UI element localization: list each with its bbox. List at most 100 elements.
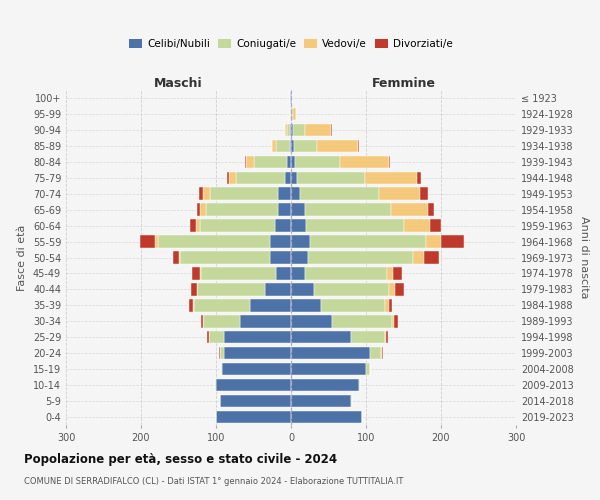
Bar xyxy=(272,140,276,152)
Bar xyxy=(291,204,305,216)
Bar xyxy=(293,108,296,120)
Bar xyxy=(179,252,180,264)
Bar xyxy=(426,236,441,248)
Bar xyxy=(245,156,246,168)
Bar xyxy=(193,299,250,312)
Bar xyxy=(291,363,366,376)
Bar xyxy=(290,108,291,120)
Bar xyxy=(216,411,291,423)
Bar xyxy=(291,92,292,104)
Bar xyxy=(275,220,291,232)
Bar xyxy=(229,172,236,184)
Bar xyxy=(382,347,383,360)
Bar xyxy=(197,204,200,216)
Bar xyxy=(293,124,305,136)
Bar xyxy=(392,315,394,328)
Bar xyxy=(381,347,382,360)
Bar xyxy=(227,172,229,184)
Legend: Celibi/Nubili, Coniugati/e, Vedovi/e, Divorziati/e: Celibi/Nubili, Coniugati/e, Vedovi/e, Di… xyxy=(125,35,457,54)
Bar xyxy=(271,140,272,152)
Bar xyxy=(420,188,427,200)
Bar xyxy=(291,395,351,407)
Bar xyxy=(290,140,291,152)
Bar xyxy=(305,204,391,216)
Bar xyxy=(220,395,291,407)
Bar xyxy=(291,331,351,344)
Bar xyxy=(199,188,203,200)
Bar xyxy=(254,156,287,168)
Bar xyxy=(277,188,291,200)
Bar xyxy=(201,315,203,328)
Bar xyxy=(385,331,386,344)
Bar xyxy=(140,236,155,248)
Bar xyxy=(223,347,291,360)
Bar xyxy=(236,172,285,184)
Bar xyxy=(365,172,417,184)
Bar xyxy=(276,267,291,280)
Bar xyxy=(314,283,389,296)
Bar xyxy=(290,124,291,136)
Bar xyxy=(379,188,420,200)
Bar xyxy=(199,267,201,280)
Bar xyxy=(391,204,428,216)
Bar xyxy=(189,299,193,312)
Bar xyxy=(389,283,395,296)
Y-axis label: Fasce di età: Fasce di età xyxy=(17,224,27,290)
Bar xyxy=(287,156,291,168)
Bar xyxy=(297,172,365,184)
Bar xyxy=(291,140,294,152)
Bar xyxy=(300,188,379,200)
Bar xyxy=(430,220,441,232)
Bar xyxy=(291,124,293,136)
Bar xyxy=(321,299,385,312)
Bar xyxy=(196,220,199,232)
Text: Femmine: Femmine xyxy=(371,77,436,90)
Bar xyxy=(222,363,291,376)
Bar xyxy=(216,379,291,392)
Bar xyxy=(155,236,157,248)
Bar xyxy=(389,299,392,312)
Bar xyxy=(358,140,359,152)
Bar xyxy=(203,188,210,200)
Bar xyxy=(310,236,426,248)
Bar xyxy=(270,236,291,248)
Text: Popolazione per età, sesso e stato civile - 2024: Popolazione per età, sesso e stato civil… xyxy=(24,452,337,466)
Bar xyxy=(190,220,196,232)
Bar xyxy=(250,299,291,312)
Bar xyxy=(210,188,277,200)
Bar xyxy=(285,124,287,136)
Bar xyxy=(180,252,270,264)
Bar xyxy=(200,204,206,216)
Bar xyxy=(197,283,265,296)
Bar xyxy=(291,220,306,232)
Bar xyxy=(351,331,385,344)
Bar xyxy=(291,267,305,280)
Bar xyxy=(291,172,297,184)
Bar xyxy=(389,156,390,168)
Bar xyxy=(201,267,276,280)
Bar xyxy=(366,363,370,376)
Bar xyxy=(276,140,290,152)
Bar xyxy=(393,267,402,280)
Bar xyxy=(317,140,358,152)
Bar xyxy=(291,347,370,360)
Bar xyxy=(291,299,321,312)
Bar xyxy=(199,220,275,232)
Bar xyxy=(291,379,359,392)
Bar xyxy=(291,252,308,264)
Bar xyxy=(192,267,199,280)
Bar xyxy=(291,156,295,168)
Bar xyxy=(219,347,220,360)
Bar xyxy=(203,315,240,328)
Bar xyxy=(291,411,362,423)
Bar xyxy=(207,331,209,344)
Bar xyxy=(240,315,291,328)
Bar xyxy=(285,172,291,184)
Bar xyxy=(173,252,179,264)
Bar xyxy=(291,283,314,296)
Bar xyxy=(404,220,430,232)
Bar xyxy=(246,156,254,168)
Bar xyxy=(417,172,421,184)
Bar xyxy=(223,331,291,344)
Bar xyxy=(305,267,387,280)
